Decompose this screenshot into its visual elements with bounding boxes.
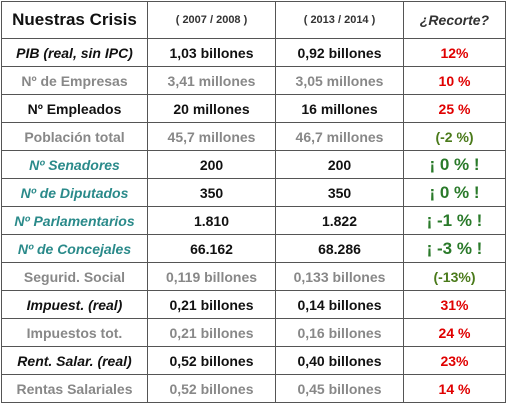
row-label: Rent. Salar. (real) xyxy=(1,346,148,375)
value-2013: 1.822 xyxy=(275,206,404,235)
value-2013: 3,05 millones xyxy=(275,66,404,95)
row-label: Nº de Diputados xyxy=(1,178,148,207)
row: Nº de Diputados 350 350 ¡ 0 % ! xyxy=(1,178,506,207)
recorte: 24 % xyxy=(403,318,506,347)
row: Rentas Salariales 0,52 billones 0,45 billo… xyxy=(1,374,506,403)
row: Rent. Salar. (real) 0,52 billones 0,40 bil… xyxy=(1,346,506,375)
header-cell: ( 2007 / 2008 ) xyxy=(147,1,276,39)
row-label: Nº Senadores xyxy=(1,150,148,179)
recorte: ¡ -3 % ! xyxy=(403,234,506,263)
recorte: 12% xyxy=(403,38,506,67)
row-label: Segurid. Social xyxy=(1,262,148,291)
recorte: ¡ 0 % ! xyxy=(403,178,506,207)
value-2007: 0,21 billones xyxy=(147,318,276,347)
value-2007: 350 xyxy=(147,178,276,207)
recorte: 31% xyxy=(403,290,506,319)
row: PIB (real, sin IPC) 1,03 billones 0,92 bil… xyxy=(1,38,506,67)
value-2007: 0,52 billones xyxy=(147,346,276,375)
value-2007: 66.162 xyxy=(147,234,276,263)
value-2013: 0,14 billones xyxy=(275,290,404,319)
value-2013: 350 xyxy=(275,178,404,207)
recorte: (-2 %) xyxy=(403,122,506,151)
header-cell: ¿Recorte? xyxy=(403,1,506,39)
row-label: Nº Empleados xyxy=(1,94,148,123)
row-label: Impuestos tot. xyxy=(1,318,148,347)
recorte: ¡ -1 % ! xyxy=(403,206,506,235)
row: Nº Senadores 200 200 ¡ 0 % ! xyxy=(1,150,506,179)
row-label: Nº de Empresas xyxy=(1,66,148,95)
recorte: 14 % xyxy=(403,374,506,403)
value-2013: 16 millones xyxy=(275,94,404,123)
row: Impuest. (real) 0,21 billones 0,14 billone… xyxy=(1,290,506,319)
row: Nº de Concejales 66.162 68.286 ¡ -3 % ! xyxy=(1,234,506,263)
value-2007: 1.810 xyxy=(147,206,276,235)
value-2013: 46,7 millones xyxy=(275,122,404,151)
recorte: 23% xyxy=(403,346,506,375)
row-label: Población total xyxy=(1,122,148,151)
value-2007: 3,41 millones xyxy=(147,66,276,95)
value-2007: 1,03 billones xyxy=(147,38,276,67)
value-2013: 68.286 xyxy=(275,234,404,263)
row-label: Nº de Concejales xyxy=(1,234,148,263)
header-cell: ( 2013 / 2014 ) xyxy=(275,1,404,39)
row-label: PIB (real, sin IPC) xyxy=(1,38,148,67)
header-row: Nuestras Crisis( 2007 / 2008 )( 2013 / 2… xyxy=(1,1,506,39)
row: Nº de Empresas 3,41 millones 3,05 millones… xyxy=(1,66,506,95)
row: Segurid. Social 0,119 billones 0,133 billo… xyxy=(1,262,506,291)
row-label: Impuest. (real) xyxy=(1,290,148,319)
row-label: Nº Parlamentarios xyxy=(1,206,148,235)
header-cell: Nuestras Crisis xyxy=(1,1,148,39)
recorte: (-13%) xyxy=(403,262,506,291)
value-2007: 20 millones xyxy=(147,94,276,123)
value-2013: 0,45 billones xyxy=(275,374,404,403)
value-2013: 0,133 billones xyxy=(275,262,404,291)
recorte: 10 % xyxy=(403,66,506,95)
value-2013: 0,92 billones xyxy=(275,38,404,67)
value-2007: 45,7 millones xyxy=(147,122,276,151)
row: Población total 45,7 millones 46,7 millone… xyxy=(1,122,506,151)
row: Nº Empleados 20 millones 16 millones 25 % xyxy=(1,94,506,123)
recorte: 25 % xyxy=(403,94,506,123)
row-label: Rentas Salariales xyxy=(1,374,148,403)
row: Nº Parlamentarios 1.810 1.822 ¡ -1 % ! xyxy=(1,206,506,235)
value-2007: 0,52 billones xyxy=(147,374,276,403)
value-2013: 200 xyxy=(275,150,404,179)
value-2007: 0,119 billones xyxy=(147,262,276,291)
value-2013: 0,40 billones xyxy=(275,346,404,375)
recorte: ¡ 0 % ! xyxy=(403,150,506,179)
value-2007: 0,21 billones xyxy=(147,290,276,319)
row: Impuestos tot. 0,21 billones 0,16 billones… xyxy=(1,318,506,347)
crisis-table: Nuestras Crisis( 2007 / 2008 )( 2013 / 2… xyxy=(1,1,506,403)
value-2007: 200 xyxy=(147,150,276,179)
value-2013: 0,16 billones xyxy=(275,318,404,347)
